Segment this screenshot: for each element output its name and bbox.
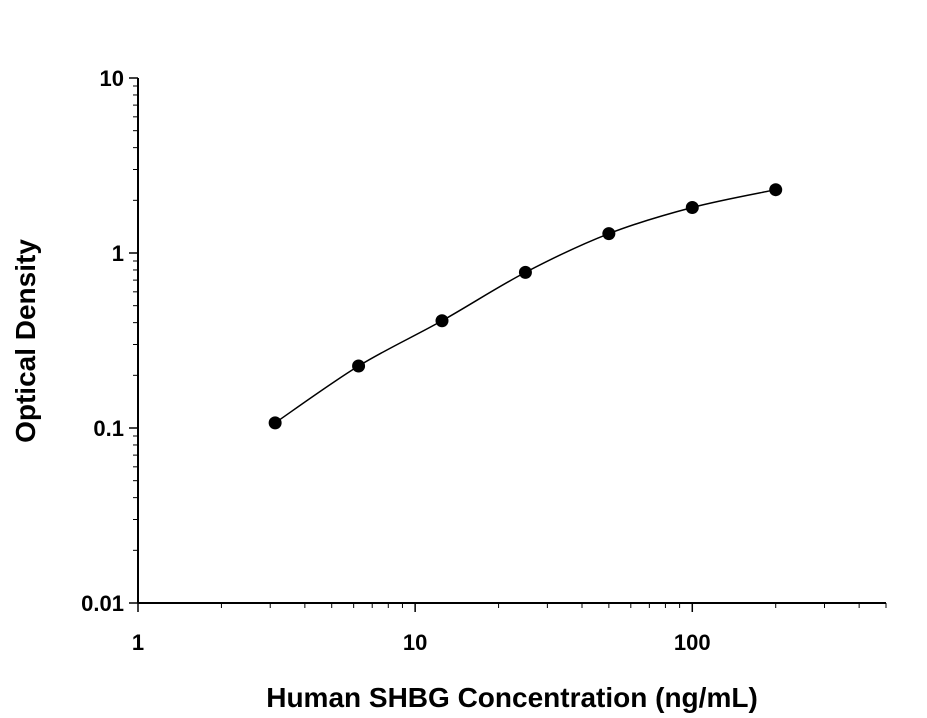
- x-axis-title: Human SHBG Concentration (ng/mL): [266, 682, 758, 713]
- y-tick-label: 0.1: [93, 416, 124, 441]
- fit-curve: [274, 188, 776, 424]
- data-point: [435, 314, 449, 328]
- x-tick-label: 100: [674, 630, 711, 655]
- data-point: [602, 227, 616, 241]
- tick-labels: 0.01 0.1 1 10 1 10 100: [81, 66, 710, 655]
- data-point: [352, 359, 366, 373]
- data-point: [685, 200, 699, 214]
- y-tick-label: 10: [100, 66, 124, 91]
- data-point: [769, 183, 783, 197]
- ticks: [129, 77, 887, 612]
- data-point: [268, 416, 282, 430]
- y-tick-label: 1: [112, 241, 124, 266]
- y-axis-title: Optical Density: [10, 239, 41, 443]
- x-tick-label: 10: [403, 630, 427, 655]
- x-tick-label: 1: [132, 630, 144, 655]
- data-point: [518, 265, 532, 279]
- data-points: [268, 183, 783, 430]
- y-tick-label: 0.01: [81, 591, 124, 616]
- axes: [137, 78, 886, 604]
